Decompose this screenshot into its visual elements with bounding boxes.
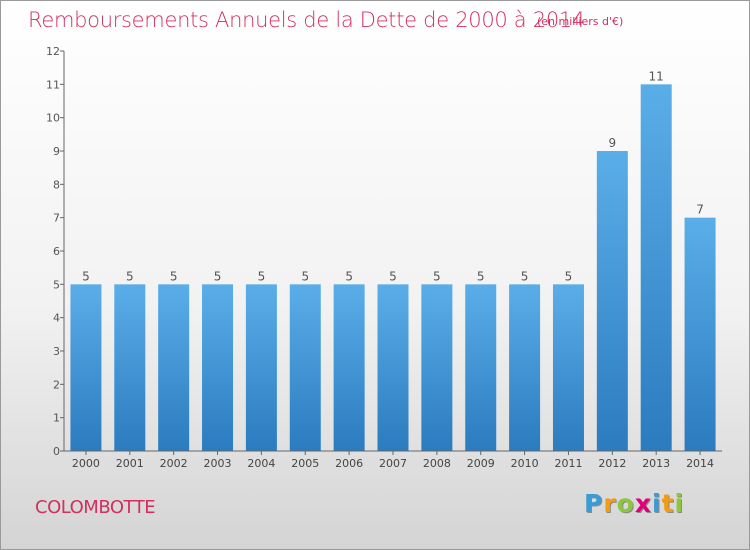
x-tick-label: 2014 xyxy=(686,457,714,470)
y-tick-label: 3 xyxy=(53,345,60,358)
bar-value-label: 5 xyxy=(433,269,441,283)
bar-2000 xyxy=(70,284,102,451)
bar-value-label: 5 xyxy=(82,269,90,283)
bar-value-label: 5 xyxy=(301,269,309,283)
y-tick-label: 5 xyxy=(53,278,60,291)
chart-title: Remboursements Annuels de la Dette de 20… xyxy=(28,8,585,32)
y-tick-label: 0 xyxy=(53,445,60,458)
bar-value-label: 5 xyxy=(126,269,134,283)
logo-letter: t xyxy=(661,489,675,518)
y-tick-label: 2 xyxy=(53,378,60,391)
bar-2009 xyxy=(465,284,497,451)
x-tick-label: 2006 xyxy=(335,457,363,470)
bar-value-label: 5 xyxy=(214,269,222,283)
bar-2005 xyxy=(289,284,321,451)
y-tick-label: 11 xyxy=(46,78,60,91)
x-tick-label: 2005 xyxy=(291,457,319,470)
y-tick-label: 10 xyxy=(46,112,60,125)
bar-2003 xyxy=(202,284,234,451)
bar-2002 xyxy=(158,284,190,451)
x-tick-label: 2009 xyxy=(467,457,495,470)
bar-2010 xyxy=(509,284,541,451)
y-tick-label: 6 xyxy=(53,245,60,258)
logo-letter: o xyxy=(616,489,635,518)
x-tick-label: 2000 xyxy=(72,457,100,470)
logo-letter: i xyxy=(652,489,662,518)
x-tick-label: 2001 xyxy=(116,457,144,470)
bar-2012 xyxy=(596,151,628,451)
logo-letter: i xyxy=(674,489,685,518)
bar-2001 xyxy=(114,284,146,451)
x-tick-label: 2010 xyxy=(511,457,539,470)
bar-value-label: 9 xyxy=(609,136,617,150)
bar-2014 xyxy=(684,217,716,451)
y-tick-label: 1 xyxy=(53,412,60,425)
bar-value-label: 7 xyxy=(696,203,704,217)
bar-2013 xyxy=(640,84,672,451)
y-tick-label: 8 xyxy=(53,178,60,191)
bar-value-label: 5 xyxy=(258,269,266,283)
bar-value-label: 5 xyxy=(389,269,397,283)
logo-letter: r xyxy=(603,489,617,518)
y-tick-label: 9 xyxy=(53,145,60,158)
bar-2011 xyxy=(552,284,584,451)
logo-letter: P xyxy=(584,489,604,518)
bar-2008 xyxy=(421,284,453,451)
bar-value-label: 5 xyxy=(521,269,529,283)
bar-value-label: 5 xyxy=(477,269,485,283)
x-tick-label: 2007 xyxy=(379,457,407,470)
chart-subtitle: (en milliers d'€) xyxy=(537,15,624,28)
bar-2007 xyxy=(377,284,409,451)
bar-2004 xyxy=(245,284,277,451)
bar-value-label: 5 xyxy=(565,269,573,283)
y-tick-label: 4 xyxy=(53,312,60,325)
bar-value-label: 5 xyxy=(345,269,353,283)
logo-letter: x xyxy=(634,489,652,518)
bar-value-label: 11 xyxy=(649,69,664,83)
commune-name: COLOMBOTTE xyxy=(35,497,156,518)
x-tick-label: 2002 xyxy=(160,457,188,470)
y-tick-label: 12 xyxy=(46,45,60,58)
x-tick-label: 2011 xyxy=(554,457,582,470)
x-tick-label: 2003 xyxy=(204,457,232,470)
y-tick-label: 7 xyxy=(53,212,60,225)
bar-value-label: 5 xyxy=(170,269,178,283)
x-tick-label: 2004 xyxy=(247,457,275,470)
bar-2006 xyxy=(333,284,365,451)
x-tick-label: 2008 xyxy=(423,457,451,470)
x-tick-label: 2013 xyxy=(642,457,670,470)
x-tick-label: 2012 xyxy=(598,457,626,470)
proxiti-logo: Proxiti xyxy=(584,489,684,518)
